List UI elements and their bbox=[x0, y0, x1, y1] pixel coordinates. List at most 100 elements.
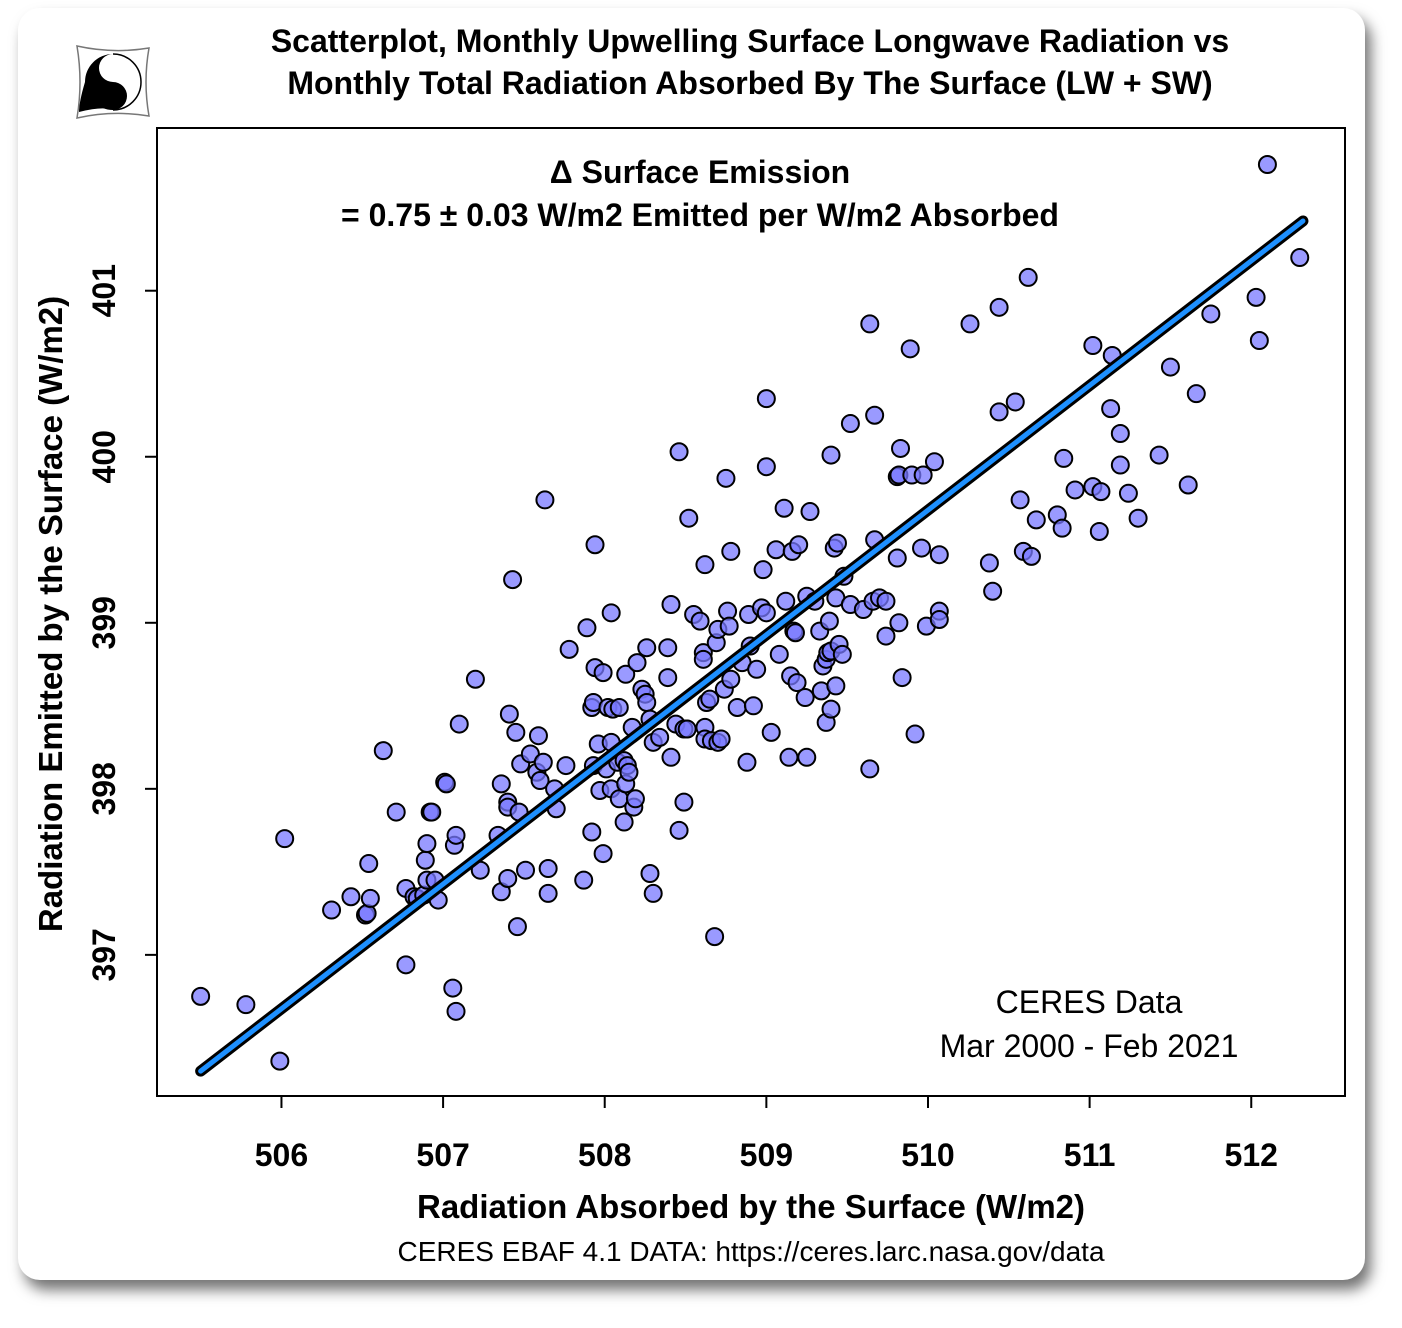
y-tick-label: 400 bbox=[86, 430, 122, 483]
data-point bbox=[538, 883, 558, 903]
data-point bbox=[533, 752, 553, 772]
data-point bbox=[979, 553, 999, 573]
data-point bbox=[900, 339, 920, 359]
data-point bbox=[465, 669, 485, 689]
data-point bbox=[819, 611, 839, 631]
data-point bbox=[840, 414, 860, 434]
data-point bbox=[785, 623, 805, 643]
data-point bbox=[625, 789, 645, 809]
x-tick-label: 508 bbox=[578, 1137, 631, 1173]
data-point bbox=[756, 457, 776, 477]
annotation-line1: Δ Surface Emission bbox=[550, 154, 850, 190]
y-tick-label: 398 bbox=[86, 762, 122, 815]
data-point bbox=[422, 802, 442, 822]
fit-line-layer bbox=[195, 215, 1309, 1077]
data-point bbox=[443, 978, 463, 998]
data-point bbox=[341, 887, 361, 907]
y-tick-label: 397 bbox=[86, 928, 122, 981]
data-point bbox=[1021, 546, 1041, 566]
data-point bbox=[627, 653, 647, 673]
data-point bbox=[912, 538, 932, 558]
data-point bbox=[674, 792, 694, 812]
data-point bbox=[593, 663, 613, 683]
data-point bbox=[779, 747, 799, 767]
data-point bbox=[756, 603, 776, 623]
fit-line bbox=[198, 218, 1306, 1074]
data-point bbox=[1018, 267, 1038, 287]
data-point bbox=[1149, 445, 1169, 465]
data-point bbox=[727, 697, 747, 717]
data-point bbox=[860, 759, 880, 779]
y-axis-label: Radiation Emitted by the Surface (W/m2) bbox=[32, 296, 69, 932]
x-axis: 506 507 508 509 510 511 512 bbox=[255, 1096, 1278, 1173]
data-point bbox=[449, 714, 469, 734]
data-point bbox=[1246, 287, 1266, 307]
data-point bbox=[236, 995, 256, 1015]
data-point bbox=[860, 314, 880, 334]
data-point bbox=[507, 917, 527, 937]
data-point bbox=[737, 752, 757, 772]
data-point bbox=[530, 771, 550, 791]
data-point bbox=[640, 864, 660, 884]
data-point bbox=[787, 673, 807, 693]
data-point bbox=[876, 591, 896, 611]
data-point bbox=[960, 314, 980, 334]
data-point bbox=[711, 729, 731, 749]
x-tick-label: 509 bbox=[740, 1137, 793, 1173]
data-point bbox=[677, 719, 697, 739]
x-tick-label: 511 bbox=[1064, 1137, 1116, 1173]
source-note: CERES EBAF 4.1 DATA: https://ceres.larc.… bbox=[397, 1236, 1104, 1267]
data-point bbox=[658, 668, 678, 688]
data-point bbox=[593, 844, 613, 864]
data-point bbox=[832, 644, 852, 664]
data-point bbox=[446, 1001, 466, 1021]
data-point bbox=[776, 591, 796, 611]
data-point bbox=[797, 747, 817, 767]
data-point bbox=[491, 774, 511, 794]
data-point bbox=[1201, 304, 1221, 324]
data-point bbox=[396, 955, 416, 975]
data-point bbox=[905, 724, 925, 744]
data-point bbox=[719, 616, 739, 636]
data-point bbox=[766, 540, 786, 560]
data-point bbox=[559, 639, 579, 659]
data-point bbox=[892, 668, 912, 688]
data-point bbox=[700, 689, 720, 709]
data-point bbox=[658, 638, 678, 658]
data-point bbox=[535, 490, 555, 510]
data-point bbox=[743, 696, 763, 716]
data-point bbox=[865, 405, 885, 425]
data-point bbox=[516, 860, 536, 880]
data-point bbox=[695, 555, 715, 575]
x-tick-label: 507 bbox=[416, 1137, 469, 1173]
yin-yang-logo-icon bbox=[76, 45, 150, 119]
data-point bbox=[913, 465, 933, 485]
data-point bbox=[1118, 483, 1138, 503]
data-point bbox=[1186, 384, 1206, 404]
x-tick-label: 512 bbox=[1225, 1137, 1278, 1173]
data-point bbox=[889, 613, 909, 633]
data-point bbox=[669, 442, 689, 462]
data-point bbox=[693, 649, 713, 669]
data-point bbox=[774, 498, 794, 518]
data-point bbox=[574, 870, 594, 890]
data-point bbox=[821, 699, 841, 719]
data-point bbox=[637, 638, 657, 658]
data-point bbox=[503, 570, 523, 590]
data-point bbox=[1128, 508, 1148, 528]
data-point bbox=[1052, 518, 1072, 538]
data-point bbox=[769, 644, 789, 664]
data-point bbox=[1005, 392, 1025, 412]
data-note-line2: Mar 2000 - Feb 2021 bbox=[940, 1028, 1239, 1064]
y-tick-label: 401 bbox=[86, 264, 122, 317]
data-point bbox=[637, 692, 657, 712]
data-point bbox=[415, 850, 435, 870]
data-point bbox=[983, 581, 1003, 601]
data-point bbox=[386, 802, 406, 822]
data-point bbox=[929, 609, 949, 629]
data-point bbox=[716, 468, 736, 488]
data-point bbox=[360, 888, 380, 908]
data-point bbox=[826, 676, 846, 696]
data-point bbox=[528, 726, 548, 746]
data-point bbox=[643, 883, 663, 903]
